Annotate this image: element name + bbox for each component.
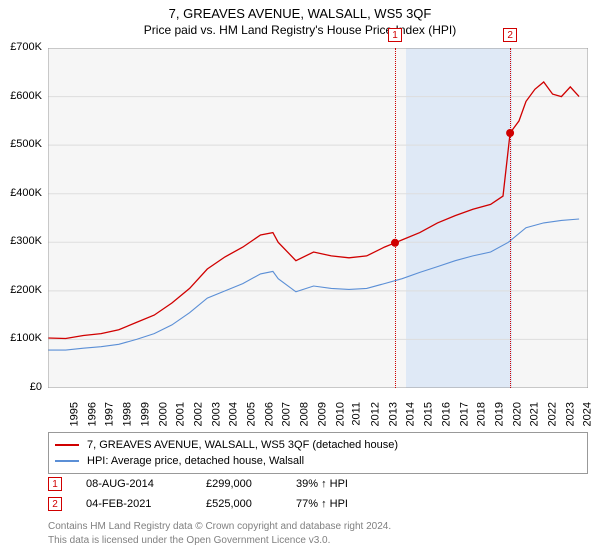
x-tick-label: 2006 bbox=[263, 402, 275, 426]
y-tick-label: £600K bbox=[0, 90, 42, 102]
copyright-notice: Contains HM Land Registry data © Crown c… bbox=[48, 520, 391, 547]
series-hpi bbox=[48, 219, 579, 350]
transaction-marker-0: 1 bbox=[48, 477, 62, 491]
transaction-row-1: 2 04-FEB-2021 £525,000 77% ↑ HPI bbox=[48, 494, 386, 514]
x-tick-label: 2012 bbox=[369, 402, 381, 426]
x-tick-label: 1995 bbox=[68, 402, 80, 426]
page-title: 7, GREAVES AVENUE, WALSALL, WS5 3QF bbox=[0, 0, 600, 21]
x-tick-label: 2002 bbox=[192, 402, 204, 426]
y-tick-label: £300K bbox=[0, 235, 42, 247]
x-tick-label: 2005 bbox=[246, 402, 258, 426]
legend-label-0: 7, GREAVES AVENUE, WALSALL, WS5 3QF (det… bbox=[87, 439, 398, 451]
x-tick-label: 2019 bbox=[493, 402, 505, 426]
vline-1 bbox=[395, 48, 396, 388]
x-tick-label: 1999 bbox=[139, 402, 151, 426]
x-tick-label: 2010 bbox=[334, 402, 346, 426]
x-tick-label: 1997 bbox=[104, 402, 116, 426]
x-tick-label: 2001 bbox=[175, 402, 187, 426]
legend-swatch-1 bbox=[55, 460, 79, 462]
x-tick-label: 2015 bbox=[423, 402, 435, 426]
x-tick-label: 2008 bbox=[299, 402, 311, 426]
x-tick-label: 2021 bbox=[529, 402, 541, 426]
y-tick-label: £0 bbox=[0, 381, 42, 393]
legend-box: 7, GREAVES AVENUE, WALSALL, WS5 3QF (det… bbox=[48, 432, 588, 474]
x-tick-label: 2014 bbox=[405, 402, 417, 426]
transaction-row-0: 1 08-AUG-2014 £299,000 39% ↑ HPI bbox=[48, 474, 386, 494]
y-tick-label: £400K bbox=[0, 187, 42, 199]
chart-area: 12 £0£100K£200K£300K£400K£500K£600K£700K… bbox=[48, 48, 588, 388]
x-tick-label: 2000 bbox=[157, 402, 169, 426]
transaction-price-0: £299,000 bbox=[206, 478, 296, 490]
vline-label-1: 1 bbox=[388, 28, 402, 42]
legend-row-1: HPI: Average price, detached house, Wals… bbox=[55, 453, 581, 469]
x-tick-label: 2004 bbox=[228, 402, 240, 426]
x-tick-label: 2018 bbox=[476, 402, 488, 426]
y-tick-label: £100K bbox=[0, 332, 42, 344]
x-tick-label: 2020 bbox=[511, 402, 523, 426]
transaction-price-1: £525,000 bbox=[206, 498, 296, 510]
x-tick-label: 2023 bbox=[564, 402, 576, 426]
x-tick-label: 2016 bbox=[440, 402, 452, 426]
series-property bbox=[48, 82, 579, 339]
x-tick-label: 2003 bbox=[210, 402, 222, 426]
transaction-date-0: 08-AUG-2014 bbox=[86, 478, 206, 490]
x-tick-label: 2024 bbox=[582, 402, 594, 426]
transaction-date-1: 04-FEB-2021 bbox=[86, 498, 206, 510]
y-tick-label: £200K bbox=[0, 284, 42, 296]
x-tick-label: 2011 bbox=[351, 402, 363, 426]
transaction-pct-0: 39% ↑ HPI bbox=[296, 478, 386, 490]
x-tick-label: 1996 bbox=[86, 402, 98, 426]
legend-row-0: 7, GREAVES AVENUE, WALSALL, WS5 3QF (det… bbox=[55, 437, 581, 453]
y-tick-label: £500K bbox=[0, 138, 42, 150]
x-tick-label: 2013 bbox=[387, 402, 399, 426]
legend-swatch-0 bbox=[55, 444, 79, 446]
transactions-table: 1 08-AUG-2014 £299,000 39% ↑ HPI 2 04-FE… bbox=[48, 474, 386, 514]
x-tick-label: 2007 bbox=[281, 402, 293, 426]
copyright-line-2: This data is licensed under the Open Gov… bbox=[48, 534, 391, 548]
transaction-marker-1: 2 bbox=[48, 497, 62, 511]
y-tick-label: £700K bbox=[0, 41, 42, 53]
chart-svg bbox=[48, 48, 588, 388]
x-tick-label: 2017 bbox=[458, 402, 470, 426]
vline-label-2: 2 bbox=[503, 28, 517, 42]
x-tick-label: 2009 bbox=[316, 402, 328, 426]
copyright-line-1: Contains HM Land Registry data © Crown c… bbox=[48, 520, 391, 534]
vline-2 bbox=[510, 48, 511, 388]
legend-label-1: HPI: Average price, detached house, Wals… bbox=[87, 455, 304, 467]
x-tick-label: 2022 bbox=[547, 402, 559, 426]
x-tick-label: 1998 bbox=[122, 402, 134, 426]
transaction-pct-1: 77% ↑ HPI bbox=[296, 498, 386, 510]
